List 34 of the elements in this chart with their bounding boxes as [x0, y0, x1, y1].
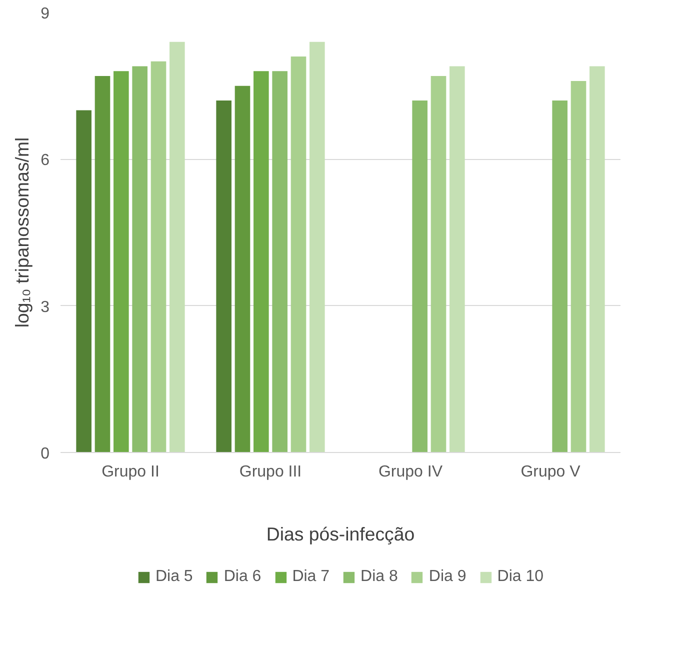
- bar: [310, 42, 325, 452]
- y-tick-label: 9: [40, 6, 50, 22]
- y-tick-label: 3: [40, 298, 50, 316]
- bar: [150, 61, 166, 452]
- bar: [94, 76, 110, 452]
- bar: [76, 110, 92, 452]
- x-axis-title: Dias pós-infecção: [266, 524, 415, 544]
- bar: [412, 100, 428, 452]
- y-tick-label: 6: [40, 152, 50, 170]
- legend-label: Dia 10: [497, 568, 544, 586]
- x-tick-label: Grupo IV: [378, 464, 443, 480]
- bar: [234, 86, 250, 452]
- bar: [430, 76, 446, 452]
- legend-label: Dia 5: [155, 568, 193, 586]
- bar: [132, 66, 148, 452]
- legend-label: Dia 9: [428, 568, 466, 586]
- bar: [290, 56, 306, 452]
- legend-label: Dia 7: [292, 568, 330, 586]
- legend-label: Dia 8: [360, 568, 398, 586]
- x-tick-label: Grupo II: [102, 464, 160, 480]
- bar: [590, 66, 605, 452]
- bar: [254, 71, 269, 452]
- legend-label: Dia 6: [224, 568, 262, 586]
- bar: [114, 71, 129, 452]
- bar: [450, 66, 465, 452]
- bar: [216, 100, 232, 452]
- x-tick-label: Grupo V: [520, 464, 581, 480]
- bar: [570, 80, 586, 452]
- y-tick-label: 0: [40, 446, 50, 462]
- x-tick-label: Grupo III: [239, 464, 302, 480]
- y-axis-title: log₁₀ tripanossomas/ml: [12, 137, 33, 328]
- bar: [272, 71, 288, 452]
- bar: [170, 42, 185, 452]
- bar: [552, 100, 568, 452]
